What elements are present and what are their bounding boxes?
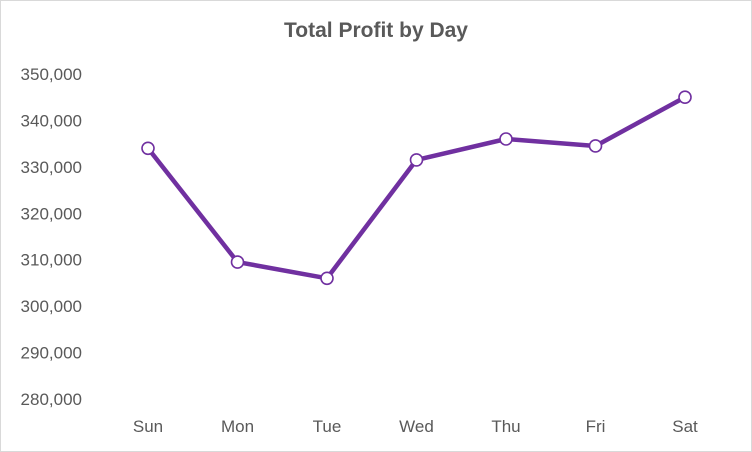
x-tick-label: Fri [586, 417, 606, 436]
data-point-marker [499, 132, 513, 146]
data-point-marker [320, 271, 334, 286]
y-tick-label: 340,000 [21, 111, 82, 130]
data-point-marker [409, 153, 424, 167]
x-tick-label: Sat [672, 417, 698, 436]
x-tick-label: Mon [221, 417, 254, 436]
y-tick-label: 300,000 [21, 297, 82, 316]
x-tick-label: Sun [133, 417, 163, 436]
data-point-marker [141, 141, 155, 156]
x-tick-label: Wed [399, 417, 434, 436]
data-point-marker [588, 139, 603, 153]
y-tick-label: 290,000 [21, 344, 82, 363]
x-tick-label: Thu [491, 417, 520, 436]
y-tick-label: 280,000 [21, 390, 82, 409]
y-tick-label: 320,000 [21, 204, 82, 223]
y-tick-label: 330,000 [21, 158, 82, 177]
x-tick-label: Tue [313, 417, 342, 436]
data-point-marker [678, 90, 692, 105]
series-line [145, 94, 688, 281]
chart-title: Total Profit by Day [284, 19, 468, 42]
data-point-marker [230, 255, 245, 269]
y-tick-label: 310,000 [21, 251, 82, 270]
y-tick-label: 350,000 [21, 65, 82, 84]
